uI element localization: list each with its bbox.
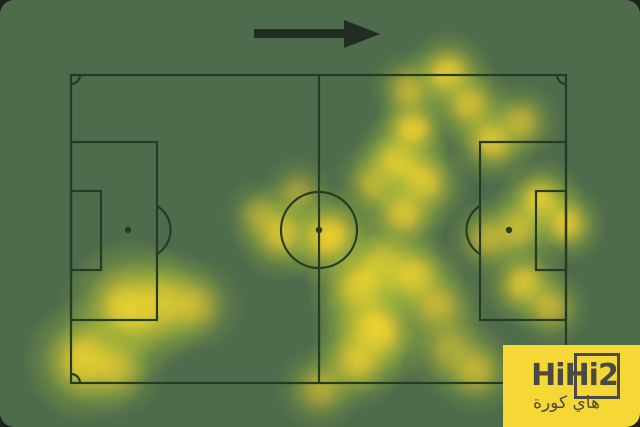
corner-arc-bottom-left (70, 372, 82, 384)
watermark-logo: HiHi2 هاي كورة (503, 345, 640, 427)
left-penalty-area (69, 140, 159, 322)
watermark-square-icon (574, 353, 620, 399)
left-penalty-spot (124, 226, 132, 234)
corner-arc-top-left (70, 74, 82, 86)
corner-arc-top-right (555, 74, 567, 86)
center-circle (279, 190, 359, 270)
right-penalty-spot (505, 226, 513, 234)
attack-direction-arrow (252, 18, 382, 50)
left-penalty-arc (156, 205, 172, 255)
watermark-brand-row: HiHi2 (531, 353, 620, 399)
watermark-brand-text: HiHi2 (531, 357, 619, 393)
arrow-shaft (254, 29, 350, 38)
right-goal-area (534, 189, 568, 272)
center-spot (315, 226, 323, 234)
right-penalty-area (478, 140, 568, 322)
right-penalty-arc (465, 205, 481, 255)
arrow-head (344, 20, 380, 48)
left-goal-area (69, 189, 103, 272)
